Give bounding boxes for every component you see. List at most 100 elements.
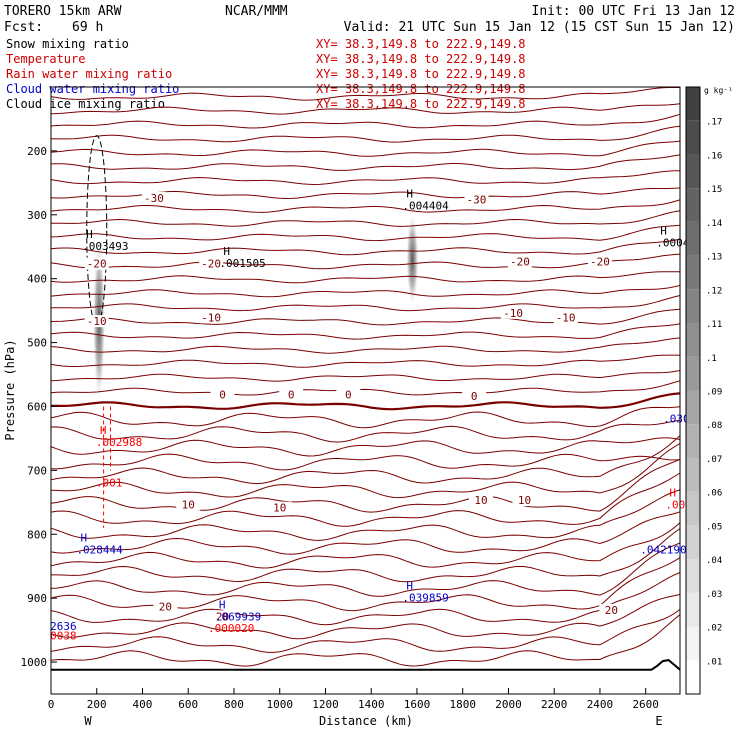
x-tick-label: 1400 bbox=[358, 698, 385, 711]
colorbar-tick-label: .14 bbox=[706, 219, 722, 229]
isotherm-label-bg bbox=[553, 311, 578, 324]
colorbar-tick-label: .13 bbox=[706, 253, 722, 263]
isotherm-line bbox=[50, 453, 681, 471]
isotherm-label: 0 bbox=[471, 390, 478, 403]
isotherm-label: 10 bbox=[182, 499, 195, 512]
isotherm-line bbox=[50, 86, 681, 101]
isotherm-line bbox=[50, 437, 681, 457]
y-tick-label: 1000 bbox=[21, 656, 48, 669]
isotherm-label: -10 bbox=[201, 311, 221, 324]
colorbar-segment bbox=[686, 457, 700, 492]
colorbar-segment bbox=[686, 289, 700, 324]
colorbar-tick-label: .16 bbox=[706, 151, 722, 161]
y-tick-label: 700 bbox=[27, 464, 47, 477]
isotherm-label-bg bbox=[176, 498, 201, 511]
isotherm-label: -10 bbox=[503, 307, 523, 320]
maximum-value: .000 bbox=[665, 499, 692, 512]
maximum-value: 0038 bbox=[50, 630, 77, 643]
colorbar-segment bbox=[686, 626, 700, 661]
maximum-value: .0004 bbox=[656, 237, 689, 250]
isotherm-line bbox=[50, 380, 681, 396]
legend-xy: XY= 38.3,149.8 to 222.9,149.8 bbox=[316, 67, 526, 81]
isotherm-label: -10 bbox=[556, 311, 576, 324]
x-axis-east-label: E bbox=[655, 714, 662, 728]
maximum-marker: H bbox=[669, 487, 676, 500]
colorbar-segment bbox=[686, 323, 700, 357]
maximum-marker: H bbox=[406, 188, 413, 201]
colorbar-segment bbox=[686, 255, 700, 290]
isotherm-label: 0 bbox=[288, 389, 295, 402]
isotherm-line bbox=[50, 406, 681, 429]
colorbar-segment bbox=[686, 660, 700, 694]
isotherm-line bbox=[51, 210, 681, 227]
isotherm-label: -20 bbox=[87, 258, 107, 271]
maximum-marker: H bbox=[80, 531, 87, 544]
maximum-value: .069939 bbox=[215, 611, 261, 624]
isotherm-line bbox=[50, 337, 681, 354]
isotherm-line bbox=[50, 103, 681, 115]
colorbar-segment bbox=[686, 188, 700, 222]
legend-label: Temperature bbox=[6, 52, 85, 66]
x-tick-label: 2400 bbox=[587, 698, 614, 711]
colorbar-tick-label: .12 bbox=[706, 286, 722, 296]
maximum-value: .000020 bbox=[208, 622, 254, 635]
isotherm-label-bg bbox=[210, 388, 235, 401]
isotherm-label: -20 bbox=[510, 256, 530, 269]
maximum-value: .004404 bbox=[402, 200, 449, 213]
y-tick-label: 800 bbox=[27, 528, 47, 541]
x-tick-label: 1000 bbox=[266, 698, 293, 711]
isotherm-line bbox=[50, 472, 681, 527]
valid-time: Valid: 21 UTC Sun 15 Jan 12 (15 CST Sun … bbox=[344, 20, 735, 35]
isotherm-line bbox=[50, 572, 681, 626]
y-tick-label: 900 bbox=[27, 592, 47, 605]
isotherm-line bbox=[50, 113, 681, 129]
isotherm-label: 10 bbox=[474, 494, 487, 507]
isotherm-line bbox=[50, 511, 681, 555]
legend-xy: XY= 38.3,149.8 to 222.9,149.8 bbox=[316, 37, 526, 51]
colorbar: .01 .02 .03 .04 .05 .06 .07 .08 .09 .1 .11 .12 .13 .1… bbox=[685, 86, 733, 695]
y-tick-label: 400 bbox=[27, 273, 47, 286]
isotherm-label-bg bbox=[599, 603, 624, 616]
y-tick-label: 500 bbox=[27, 337, 47, 350]
legend-label: Cloud water mixing ratio bbox=[6, 82, 179, 96]
isotherm-line bbox=[50, 435, 681, 485]
snow-contour bbox=[86, 135, 108, 327]
maximum-value: .039859 bbox=[402, 591, 448, 604]
isotherm-line bbox=[50, 370, 681, 382]
isotherm-label: -20 bbox=[201, 258, 221, 271]
x-tick-label: 0 bbox=[48, 698, 55, 711]
y-tick-label: 300 bbox=[27, 209, 47, 222]
isotherm-line bbox=[50, 238, 681, 256]
isotherm-line bbox=[50, 308, 681, 326]
isotherm-label-bg bbox=[199, 257, 224, 270]
isotherm-label: 0 bbox=[219, 389, 226, 402]
colorbar-segment bbox=[686, 87, 700, 121]
maximum-marker: H bbox=[219, 599, 226, 612]
isotherm-label: 20 bbox=[605, 604, 618, 617]
legend-xy: XY= 38.3,149.8 to 222.9,149.8 bbox=[316, 52, 526, 66]
isotherm-line bbox=[50, 354, 681, 368]
isotherm-label-bg bbox=[464, 193, 489, 206]
colorbar-tick-label: .05 bbox=[706, 522, 722, 532]
isotherm-line bbox=[50, 542, 681, 597]
field-legend: Snow mixing ratio XY= 38.3,149.8 to 222.9… bbox=[6, 37, 526, 111]
isotherm-line bbox=[50, 271, 680, 284]
legend-label: Snow mixing ratio bbox=[6, 37, 129, 51]
legend-label: Cloud ice mixing ratio bbox=[6, 97, 165, 111]
colorbar-segment bbox=[686, 356, 700, 391]
isotherm-label-bg bbox=[141, 191, 166, 204]
x-tick-label: 2600 bbox=[632, 698, 659, 711]
x-tick-label: 1600 bbox=[404, 698, 431, 711]
isotherm-label: 0 bbox=[345, 389, 352, 402]
x-tick-label: 400 bbox=[133, 698, 153, 711]
isotherm-line bbox=[50, 489, 681, 541]
x-axis-label: Distance (km) bbox=[319, 714, 413, 728]
fcst-label: Fcst: bbox=[4, 20, 43, 35]
colorbar-tick-label: .09 bbox=[706, 388, 722, 398]
isotherm-line bbox=[51, 528, 681, 583]
org-title: NCAR/MMM bbox=[225, 4, 288, 19]
isotherm-line bbox=[50, 295, 681, 312]
colorbar-tick-label: .02 bbox=[706, 624, 722, 634]
isotherm-label-bg bbox=[279, 388, 304, 401]
fcst-value: 69 h bbox=[72, 20, 103, 35]
